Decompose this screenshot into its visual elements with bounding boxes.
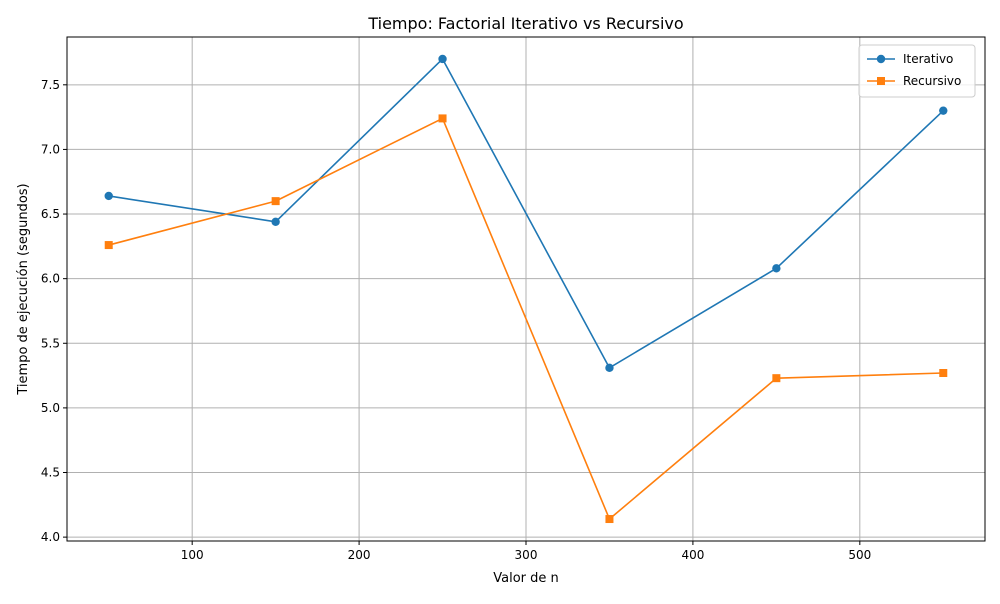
x-tick-label: 200 <box>348 548 371 562</box>
legend-box <box>858 44 976 98</box>
axis-ticks: 100 200 300 400 500 4.0 4.5 5.0 5.5 6.0 6.5 7.0 7.5 <box>41 78 871 562</box>
legend-swatch-marker <box>877 77 885 85</box>
y-tick-label: 7.5 <box>41 78 60 92</box>
x-tick-label: 500 <box>848 548 871 562</box>
y-tick-label: 7.0 <box>41 142 60 156</box>
legend-label: Recursivo <box>903 74 961 88</box>
legend: Iterativo Recursivo <box>858 44 976 98</box>
series-iterativo <box>104 54 948 373</box>
legend-label: Iterativo <box>903 52 953 66</box>
data-point <box>605 363 614 373</box>
legend-entry-iterativo: Iterativo <box>867 52 953 66</box>
y-tick-label: 4.0 <box>41 530 60 544</box>
grid <box>67 37 985 541</box>
data-point <box>438 114 447 123</box>
x-tick-label: 100 <box>181 548 204 562</box>
data-point <box>605 515 614 524</box>
y-tick-label: 6.5 <box>41 207 60 221</box>
y-tick-label: 5.0 <box>41 401 60 415</box>
data-point <box>104 241 113 250</box>
x-tick-label: 300 <box>515 548 538 562</box>
data-point <box>438 54 447 64</box>
data-point <box>271 217 280 226</box>
data-point <box>104 191 113 201</box>
data-point <box>772 374 781 383</box>
series-recursivo <box>104 114 948 524</box>
legend-entry-recursivo: Recursivo <box>867 74 961 88</box>
legend-entries: Iterativo Recursivo <box>867 52 961 88</box>
y-tick-label: 4.5 <box>41 466 60 480</box>
data-point <box>939 106 948 115</box>
data-point <box>939 369 948 377</box>
y-tick-label: 5.5 <box>41 336 60 350</box>
y-tick-label: 6.0 <box>41 272 60 286</box>
data-point <box>271 197 280 206</box>
x-tick-label: 400 <box>681 548 704 562</box>
chart-title: Tiempo: Factorial Iterativo vs Recursivo <box>367 14 683 33</box>
data-point <box>772 264 781 273</box>
x-axis-label: Valor de n <box>493 571 559 586</box>
series-layer <box>104 54 948 524</box>
series-line <box>108 58 944 369</box>
series-line <box>108 117 944 520</box>
legend-swatch-marker <box>876 54 886 64</box>
y-axis-label: Tiempo de ejecución (segundos) <box>16 183 31 395</box>
